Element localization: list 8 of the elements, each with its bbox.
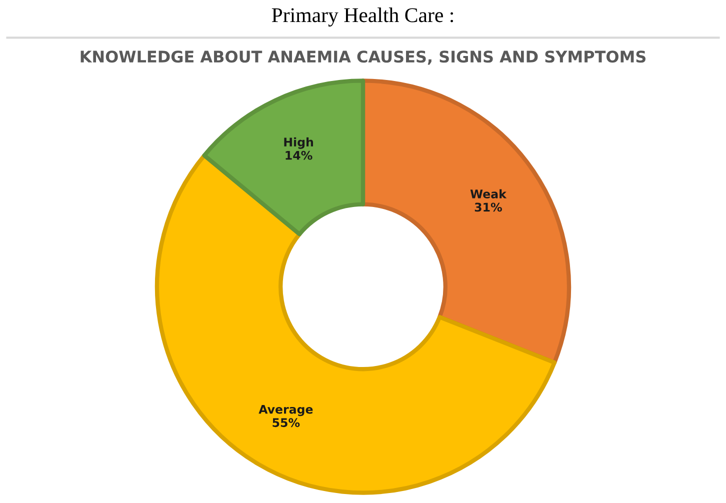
data-label: 55% (272, 418, 300, 428)
slice-label: Weak (470, 189, 507, 198)
data-label: 14% (286, 150, 312, 160)
slice-label: Average (258, 404, 313, 416)
data-label: 31% (474, 202, 502, 212)
slice-label: High (284, 137, 314, 149)
text: Primary Health Care : (272, 8, 454, 26)
chart-title: KNOWLEDGE ABOUT ANAEMIA CAUSES, SIGNS AND SYMPTOMS (80, 50, 646, 65)
